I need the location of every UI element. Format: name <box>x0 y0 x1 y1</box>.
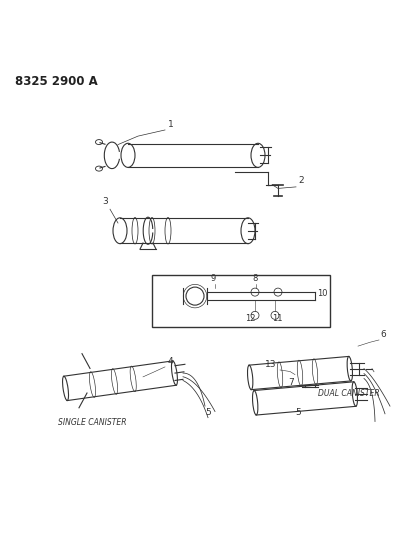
Circle shape <box>250 311 258 319</box>
Text: 6: 6 <box>379 330 385 339</box>
Ellipse shape <box>95 166 102 171</box>
Text: 7: 7 <box>287 377 293 386</box>
Text: 11: 11 <box>271 314 282 322</box>
Circle shape <box>273 288 281 296</box>
Text: 10: 10 <box>316 289 327 298</box>
Text: 13: 13 <box>264 360 276 369</box>
Circle shape <box>270 311 278 319</box>
Text: 8325 2900 A: 8325 2900 A <box>15 75 97 88</box>
Text: SINGLE CANISTER: SINGLE CANISTER <box>58 417 126 426</box>
Text: 9: 9 <box>211 274 216 282</box>
Text: 5: 5 <box>204 408 210 417</box>
Bar <box>152 276 329 327</box>
Text: 1: 1 <box>168 120 173 129</box>
Text: 2: 2 <box>297 176 303 185</box>
Text: 12: 12 <box>245 314 255 322</box>
Text: 5: 5 <box>294 408 300 417</box>
Circle shape <box>250 288 258 296</box>
Text: DUAL CANISTER: DUAL CANISTER <box>317 389 379 398</box>
Text: 4: 4 <box>168 357 173 366</box>
Ellipse shape <box>95 140 102 144</box>
Text: 8: 8 <box>252 274 257 282</box>
Text: 3: 3 <box>102 197 108 206</box>
